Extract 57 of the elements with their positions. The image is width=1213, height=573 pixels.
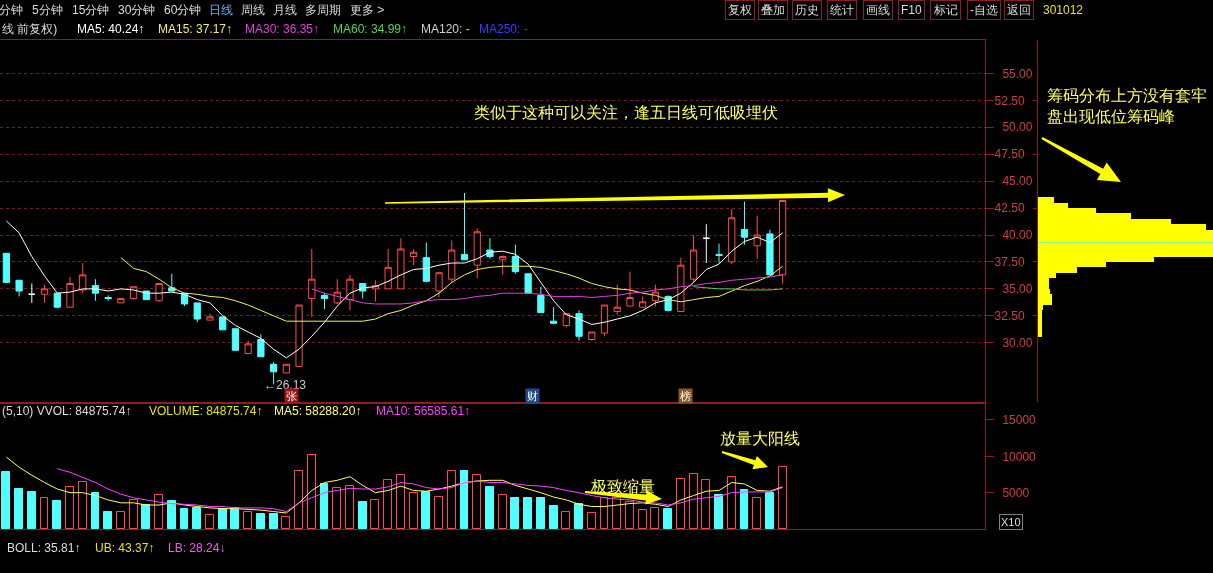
text: 301012 bbox=[1043, 3, 1084, 17]
y-tick-label: 37.50 bbox=[994, 255, 1025, 270]
chart-title: 线 前复权) bbox=[2, 22, 58, 36]
legend-label: MA120: - bbox=[421, 22, 470, 36]
text: MA10: 56585.61↑ bbox=[376, 404, 471, 418]
y-tick-label: 47.50 bbox=[994, 147, 1025, 162]
text: 更多 > bbox=[350, 3, 385, 17]
text: BOLL: 35.81↑ bbox=[7, 541, 81, 555]
text: 5分钟 bbox=[32, 3, 63, 17]
text: 历史 bbox=[795, 3, 819, 17]
annotation: 极致缩量 bbox=[590, 478, 655, 495]
y-tick-label: 35.00 bbox=[1002, 282, 1033, 297]
text: 统计 bbox=[830, 3, 854, 17]
text: MA30: 36.35↑ bbox=[245, 22, 320, 36]
y-tick-label: 45.00 bbox=[1002, 174, 1033, 189]
y-tick-label: 30.00 bbox=[1002, 335, 1033, 350]
legend-label: MA250: - bbox=[479, 22, 528, 36]
text: UB: 43.37↑ bbox=[95, 541, 155, 555]
text: MA5: 58288.20↑ bbox=[274, 404, 362, 418]
text: MA15: 37.17↑ bbox=[158, 22, 233, 36]
annotation: VOLUME: 84875.74↑ bbox=[149, 404, 263, 418]
text: 日线 bbox=[209, 3, 233, 17]
text: 周线 bbox=[241, 3, 265, 17]
y-tick-label: 10000 bbox=[1002, 449, 1037, 464]
y-axis-title: X10 bbox=[1001, 516, 1021, 528]
text: 月线 bbox=[273, 3, 297, 17]
annotation: 放量大阳线 bbox=[720, 430, 800, 447]
text: MA5: 40.24↑ bbox=[77, 22, 145, 36]
annotation: 财 bbox=[527, 390, 538, 402]
y-tick-label: 42.50 bbox=[994, 201, 1025, 216]
text: 60分钟 bbox=[164, 3, 202, 17]
text: 画线 bbox=[866, 3, 890, 17]
y-tick-label: 32.50 bbox=[994, 309, 1025, 324]
text: 返回 bbox=[1007, 3, 1031, 17]
text: -自选 bbox=[970, 3, 998, 17]
text: 30分钟 bbox=[118, 3, 156, 17]
annotation: 榜 bbox=[680, 390, 691, 402]
text: 叠加 bbox=[761, 3, 785, 17]
y-tick-label: 55.00 bbox=[1002, 66, 1033, 81]
chart-title: (5,10) VVOL: 84875.74↑ bbox=[2, 404, 132, 418]
annotation: 张 bbox=[286, 390, 297, 402]
y-tick-label: 50.00 bbox=[1002, 120, 1033, 135]
text: 标记 bbox=[933, 3, 958, 17]
text: 分钟 bbox=[0, 3, 23, 17]
annotation: 筹码分布上方没有套牢盘出现低位筹码峰 bbox=[1047, 87, 1207, 125]
y-tick-label: 5000 bbox=[1002, 485, 1030, 500]
y-tick-label: 40.00 bbox=[1002, 228, 1033, 243]
annotation: ←26.13 bbox=[264, 378, 307, 392]
text: 15分钟 bbox=[72, 3, 110, 17]
text: 多周期 bbox=[305, 3, 341, 17]
text: LB: 28.24↓ bbox=[168, 541, 226, 555]
annotation: 类似于这种可以关注，逢五日线可低吸埋伏 bbox=[474, 104, 778, 121]
text: F10 bbox=[901, 3, 922, 17]
y-tick-label: 15000 bbox=[1002, 413, 1037, 428]
text: MA60: 34.99↑ bbox=[333, 22, 408, 36]
text: 复权 bbox=[728, 3, 752, 17]
y-tick-label: 52.50 bbox=[994, 93, 1025, 108]
